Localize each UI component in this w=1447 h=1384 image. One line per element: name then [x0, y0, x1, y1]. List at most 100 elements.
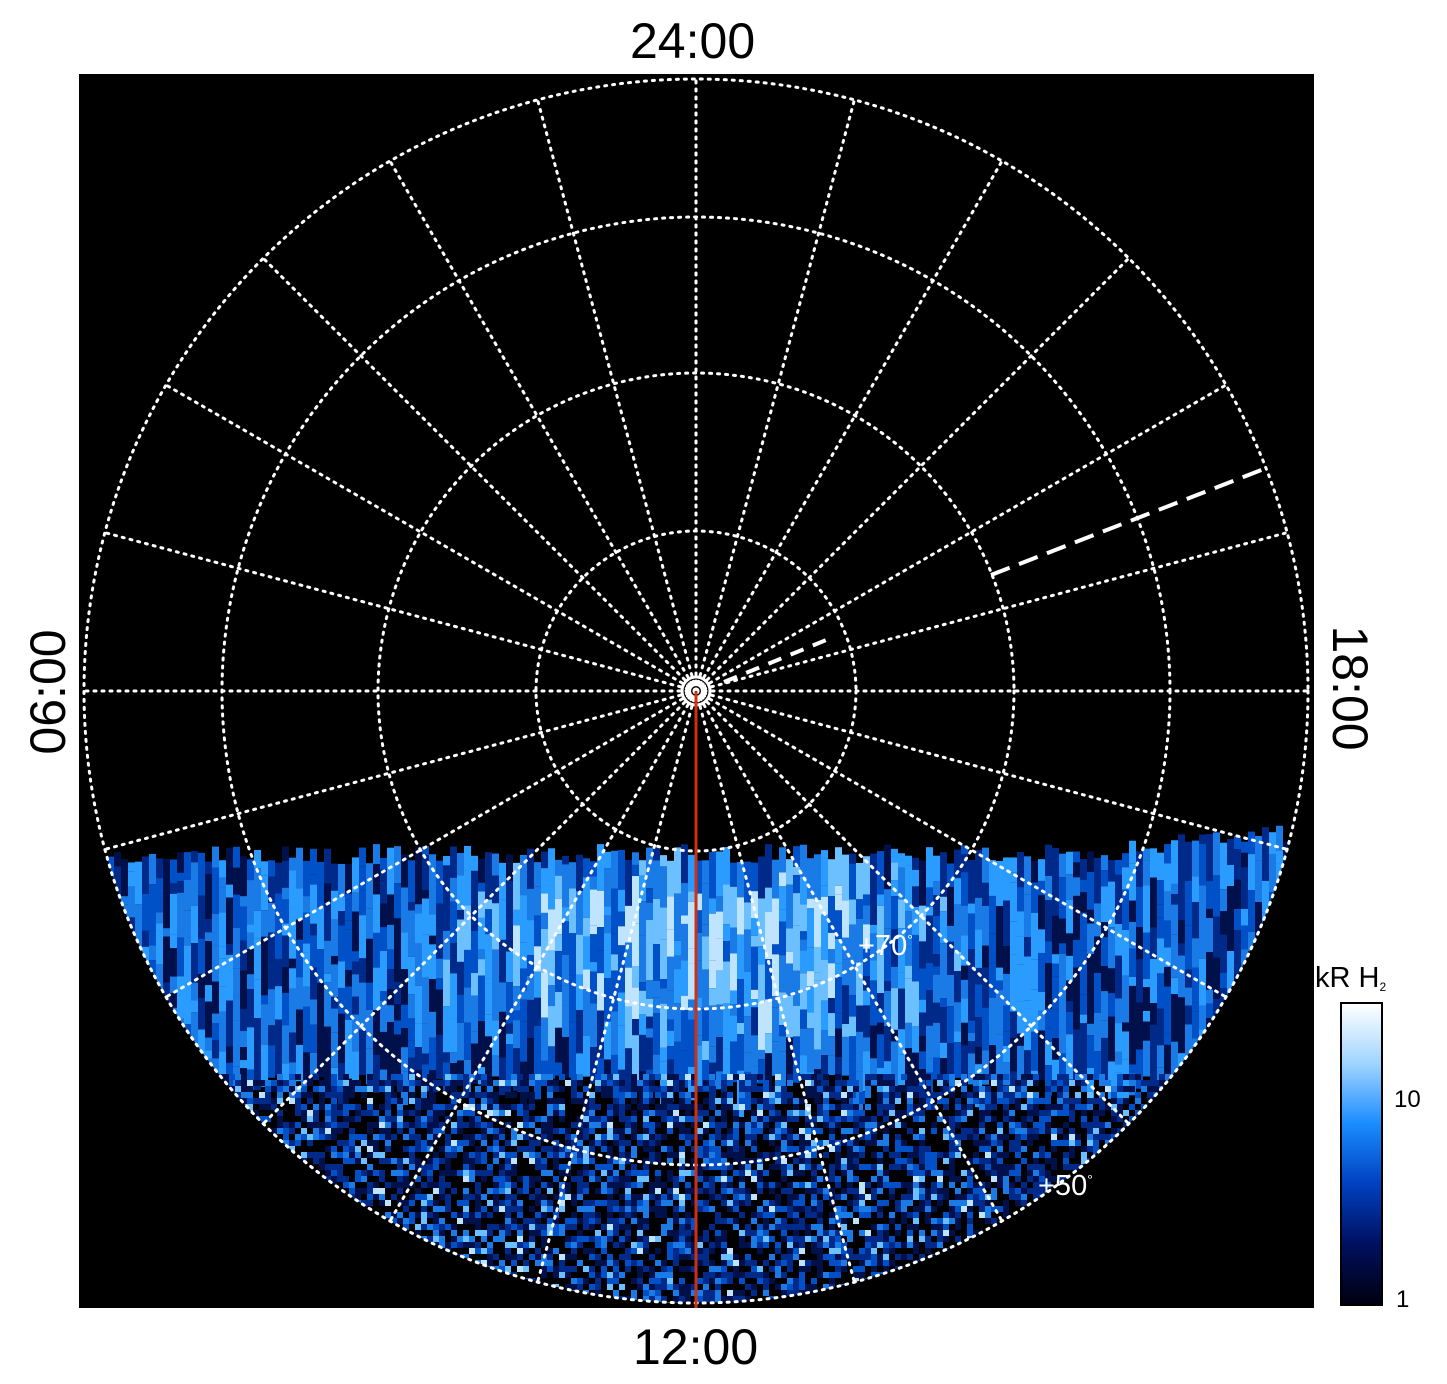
emission-streak — [1283, 1060, 1290, 1094]
emission-speckle — [1099, 1074, 1105, 1080]
emission-speckle — [691, 1134, 697, 1140]
emission-speckle — [259, 1128, 265, 1134]
emission-streak — [121, 966, 128, 984]
emission-speckle — [1021, 1200, 1027, 1206]
emission-speckle — [595, 1188, 601, 1194]
emission-streak — [478, 949, 485, 960]
emission-speckle — [1063, 1092, 1069, 1098]
emission-streak — [807, 908, 814, 948]
emission-speckle — [529, 1158, 535, 1164]
emission-speckle — [121, 1188, 127, 1194]
emission-streak — [84, 972, 86, 1003]
emission-speckle — [193, 1098, 199, 1104]
emission-speckle — [1015, 1086, 1021, 1092]
emission-speckle — [145, 1176, 151, 1182]
emission-speckle — [1129, 1170, 1135, 1176]
emission-streak — [1066, 874, 1073, 900]
emission-speckle — [997, 1140, 1003, 1146]
emission-speckle — [259, 1134, 265, 1140]
emission-speckle — [649, 1122, 655, 1128]
emission-speckle — [757, 1152, 763, 1158]
emission-streak — [674, 1003, 681, 1020]
emission-speckle — [877, 1122, 883, 1128]
emission-speckle — [481, 1104, 487, 1110]
emission-speckle — [865, 1092, 871, 1098]
emission-speckle — [1147, 1158, 1153, 1164]
emission-streak — [1164, 986, 1171, 1034]
emission-streak — [1157, 852, 1164, 881]
emission-speckle — [733, 1140, 739, 1146]
emission-speckle — [571, 1194, 577, 1200]
emission-speckle — [793, 1158, 799, 1164]
emission-speckle — [589, 1110, 595, 1116]
emission-streak — [478, 917, 485, 950]
emission-speckle — [85, 1200, 91, 1206]
emission-streak — [744, 902, 751, 930]
emission-speckle — [601, 1182, 607, 1188]
emission-speckle — [84, 1104, 85, 1110]
emission-speckle — [937, 1176, 943, 1182]
emission-speckle — [967, 1098, 973, 1104]
emission-speckle — [505, 1140, 511, 1146]
emission-speckle — [391, 1212, 397, 1218]
emission-speckle — [229, 1140, 235, 1146]
emission-speckle — [625, 1176, 631, 1182]
emission-speckle — [223, 1218, 229, 1224]
emission-speckle — [121, 1194, 127, 1200]
emission-speckle — [685, 1212, 691, 1218]
emission-streak — [933, 1002, 940, 1023]
emission-streak — [212, 1013, 219, 1024]
emission-speckle — [991, 1140, 997, 1146]
emission-speckle — [421, 1218, 427, 1224]
emission-streak — [1003, 946, 1010, 974]
emission-speckle — [835, 1146, 841, 1152]
emission-streak — [660, 886, 667, 908]
emission-speckle — [787, 1164, 793, 1170]
emission-speckle — [1231, 1176, 1237, 1182]
emission-streak — [583, 989, 590, 1036]
emission-speckle — [625, 1170, 631, 1176]
polar-projection-svg — [82, 77, 1310, 1308]
emission-speckle — [1093, 1122, 1099, 1128]
emission-speckle — [427, 1182, 433, 1188]
emission-speckle — [229, 1212, 235, 1218]
emission-streak — [1248, 831, 1255, 855]
emission-speckle — [643, 1224, 649, 1230]
emission-speckle — [583, 1182, 589, 1188]
emission-speckle — [1051, 1146, 1057, 1152]
emission-streak — [590, 876, 597, 890]
emission-streak — [765, 959, 772, 1000]
emission-speckle — [967, 1224, 973, 1230]
emission-streak — [282, 954, 289, 968]
emission-streak — [1185, 969, 1192, 988]
emission-speckle — [319, 1134, 325, 1140]
emission-speckle — [733, 1122, 739, 1128]
emission-speckle — [343, 1122, 349, 1128]
emission-streak — [135, 950, 142, 976]
emission-speckle — [523, 1146, 529, 1152]
emission-speckle — [727, 1176, 733, 1182]
emission-speckle — [625, 1140, 631, 1146]
emission-streak — [569, 1021, 576, 1062]
emission-streak — [387, 969, 394, 990]
emission-streak — [499, 982, 506, 1012]
emission-speckle — [625, 1116, 631, 1122]
emission-streak — [100, 915, 107, 938]
emission-speckle — [991, 1134, 997, 1140]
emission-speckle — [559, 1200, 565, 1206]
emission-speckle — [619, 1158, 625, 1164]
emission-speckle — [1045, 1158, 1051, 1164]
emission-speckle — [589, 1098, 595, 1104]
emission-streak — [947, 974, 954, 1007]
emission-speckle — [571, 1086, 577, 1092]
emission-speckle — [1165, 1104, 1171, 1110]
emission-streak — [562, 1005, 569, 1038]
emission-streak — [968, 1073, 975, 1085]
emission-speckle — [781, 1218, 787, 1224]
emission-speckle — [97, 1194, 103, 1200]
emission-streak — [240, 1047, 247, 1061]
emission-speckle — [559, 1164, 565, 1170]
emission-speckle — [1249, 1140, 1255, 1146]
emission-speckle — [385, 1116, 391, 1122]
emission-streak — [373, 932, 380, 968]
